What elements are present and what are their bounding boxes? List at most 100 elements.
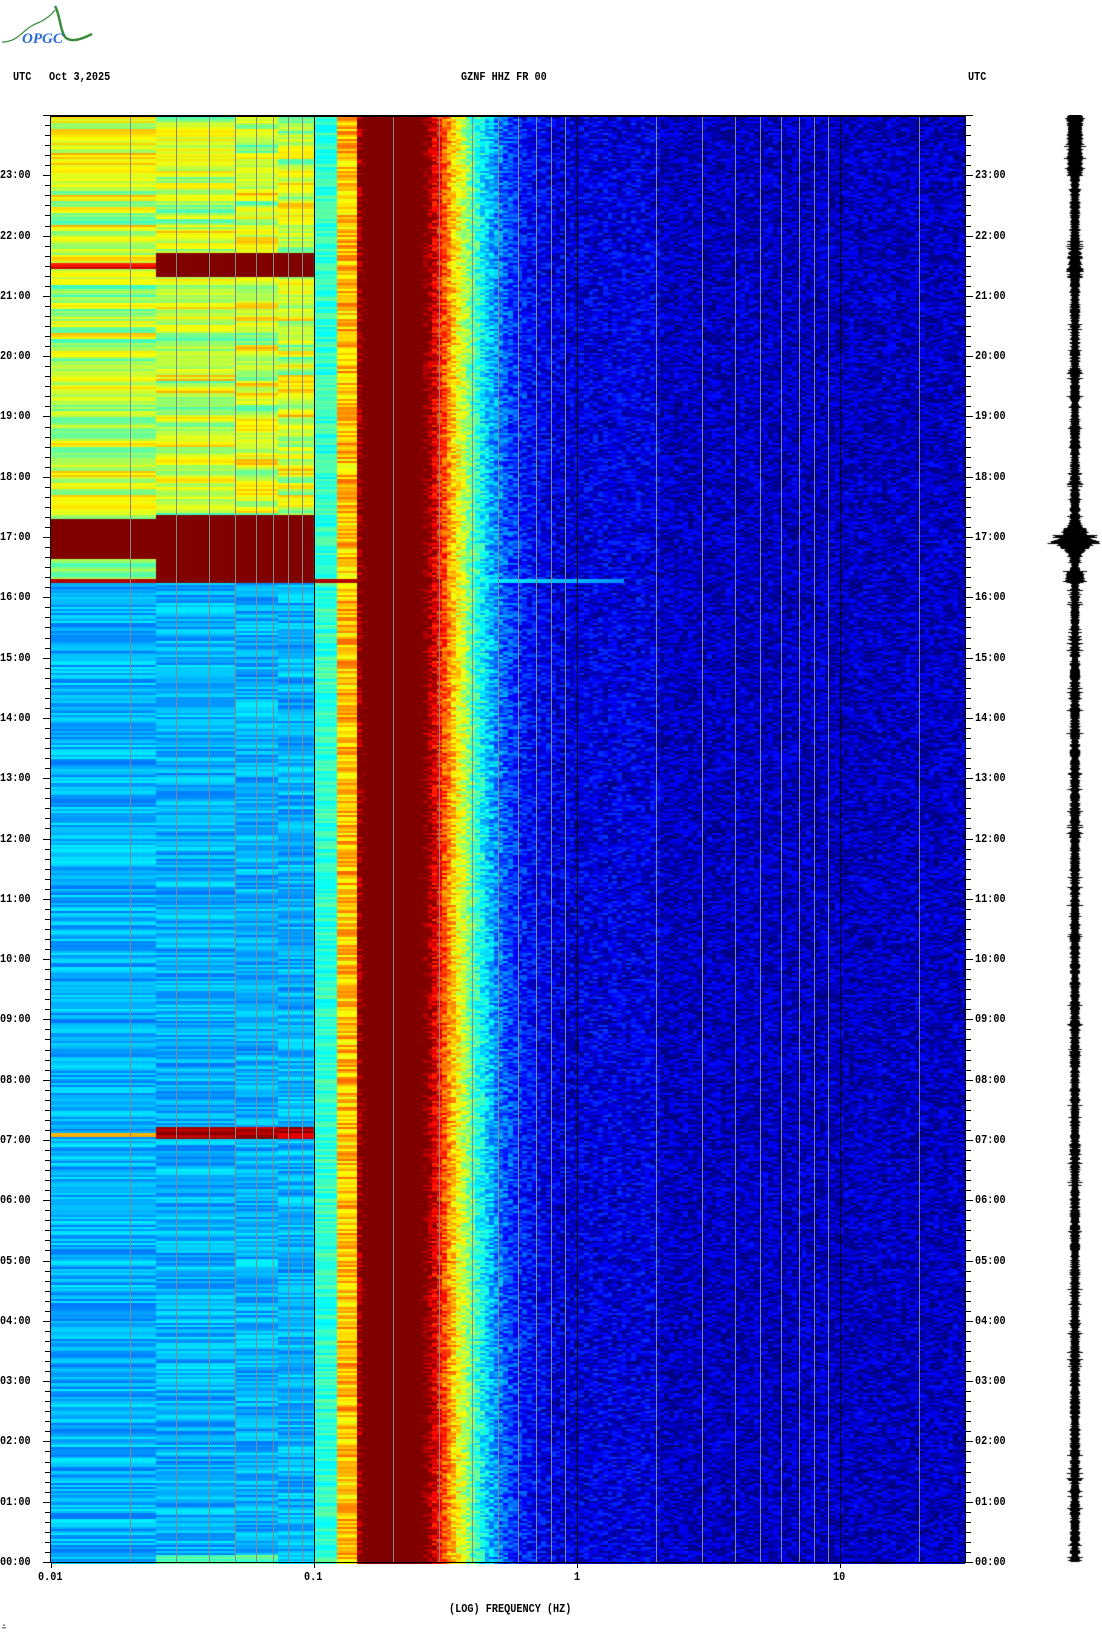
y-tick-right: [965, 1350, 971, 1352]
y-tick-left: [45, 1119, 51, 1121]
y-tick-right: [965, 1099, 971, 1101]
y-tick-left: [45, 818, 51, 820]
y-tick-right: [965, 115, 973, 116]
y-tick-right: [965, 1531, 971, 1533]
y-tick-right: [965, 305, 971, 307]
y-tick-right: [965, 185, 971, 187]
y-tick-left: [45, 255, 51, 257]
y-tick-label-left: 16:00: [0, 590, 31, 605]
y-tick-right: [965, 828, 971, 830]
y-tick-right: [965, 657, 973, 659]
y-tick-left: [45, 496, 51, 498]
y-tick-right: [965, 135, 971, 137]
x-tick-label: 0.1: [304, 1570, 323, 1584]
y-tick-left: [45, 305, 51, 307]
minor-gridline: [392, 117, 394, 1562]
y-tick-left: [45, 938, 51, 940]
y-tick-left: [45, 788, 51, 790]
x-tick: [576, 1562, 578, 1568]
y-tick-label-right: 15:00: [975, 650, 1006, 665]
y-tick-right: [965, 557, 971, 559]
y-tick-right: [965, 717, 973, 719]
y-tick-right: [965, 1541, 971, 1543]
y-tick-left: [45, 1069, 51, 1071]
y-tick-right: [965, 758, 971, 760]
y-tick-right: [965, 336, 971, 338]
y-tick-right: [965, 949, 971, 951]
y-tick-left: [45, 768, 51, 770]
minor-gridline: [734, 117, 736, 1562]
minor-gridline: [551, 117, 553, 1562]
y-tick-left: [45, 1310, 51, 1312]
y-tick-left: [45, 878, 51, 880]
y-tick-left: [45, 1029, 51, 1031]
y-tick-label-left: 14:00: [0, 710, 31, 725]
y-tick-left: [45, 1461, 51, 1463]
y-tick-right: [965, 1381, 973, 1383]
y-tick-right: [965, 788, 971, 790]
y-tick-right: [965, 748, 971, 750]
y-tick-left: [45, 1451, 51, 1453]
y-tick-left: [45, 1391, 51, 1393]
y-tick-right: [965, 918, 971, 920]
y-tick-left: [45, 145, 51, 147]
y-tick-label-left: 01:00: [0, 1494, 31, 1509]
y-tick-right: [965, 637, 971, 639]
y-tick-left: [45, 667, 51, 669]
x-tick: [839, 1562, 841, 1568]
y-tick-right: [965, 1039, 971, 1041]
y-tick-left: [45, 1290, 51, 1292]
y-tick-label-left: 04:00: [0, 1313, 31, 1328]
y-tick-right: [965, 1320, 973, 1322]
y-tick-right: [965, 155, 971, 157]
y-tick-right: [965, 1340, 971, 1342]
y-tick-label-left: 20:00: [0, 349, 31, 364]
y-tick-right: [965, 125, 971, 127]
y-tick-right: [965, 1129, 971, 1131]
y-tick-right: [965, 526, 971, 528]
y-tick-label-left: 15:00: [0, 650, 31, 665]
y-tick-left: [45, 336, 51, 338]
y-tick-left: [45, 1330, 51, 1332]
decade-gridline: [576, 117, 578, 1562]
y-tick-left: [45, 1039, 51, 1041]
y-tick-right: [965, 205, 971, 207]
y-tick-label-left: 12:00: [0, 831, 31, 846]
y-tick-left: [45, 989, 51, 991]
y-tick-left: [45, 1531, 51, 1533]
y-tick-left: [45, 1431, 51, 1433]
y-tick-right: [965, 1562, 973, 1563]
y-tick-right: [965, 516, 971, 518]
minor-gridline: [918, 117, 920, 1562]
y-tick-right: [965, 346, 971, 348]
y-tick-right: [965, 1481, 971, 1483]
y-tick-left: [45, 215, 51, 217]
y-tick-left: [45, 1129, 51, 1131]
y-tick-right: [965, 838, 973, 840]
minor-gridline: [781, 117, 783, 1562]
y-tick-left: [45, 315, 51, 317]
y-tick-right: [965, 778, 973, 780]
y-tick-left: [45, 748, 51, 750]
y-tick-right: [965, 1461, 971, 1463]
y-tick-left: [43, 1019, 51, 1021]
y-tick-right: [965, 416, 973, 418]
y-tick-left: [45, 727, 51, 729]
y-tick-right: [965, 727, 971, 729]
y-tick-right: [965, 808, 971, 810]
y-tick-right: [965, 868, 971, 870]
y-tick-right: [965, 1260, 973, 1262]
y-tick-left: [45, 1551, 51, 1553]
y-tick-left: [45, 1521, 51, 1523]
y-tick-label-right: 03:00: [975, 1374, 1006, 1389]
y-tick-left: [45, 918, 51, 920]
y-tick-left: [45, 1170, 51, 1172]
y-tick-right: [965, 1451, 971, 1453]
x-tick-label: 0.01: [38, 1570, 63, 1584]
y-tick-right: [965, 1250, 971, 1252]
y-tick-left: [45, 1300, 51, 1302]
y-tick-right: [965, 1069, 971, 1071]
y-tick-left: [45, 828, 51, 830]
y-tick-right: [965, 145, 971, 147]
minor-gridline: [760, 117, 762, 1562]
